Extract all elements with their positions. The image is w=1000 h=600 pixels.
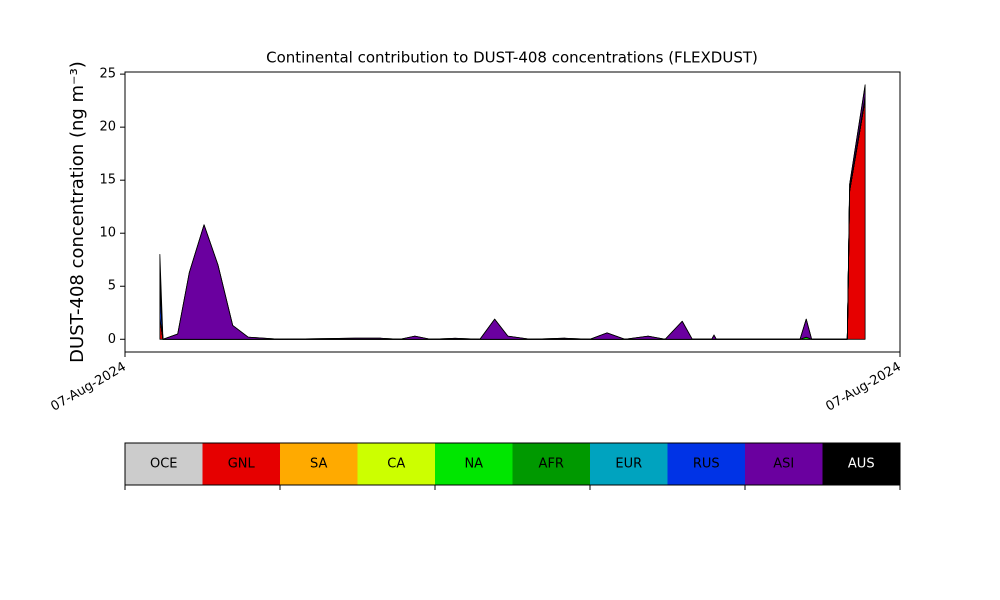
legend-swatch: [745, 443, 823, 485]
legend-swatch: [435, 443, 513, 485]
x-tick-label: 07-Aug-2024: [823, 360, 903, 415]
legend-swatch: [202, 443, 281, 485]
x-tick-label: 07-Aug-2024: [48, 360, 128, 415]
area-eur: [159, 99, 866, 340]
area-asi: [159, 85, 866, 340]
y-tick-label: 20: [99, 120, 116, 135]
legend-label: EUR: [615, 457, 642, 472]
legend-label: ASI: [773, 457, 794, 472]
chart-title: Continental contribution to DUST-408 con…: [266, 49, 758, 67]
y-axis-label: DUST-408 concentration (ng m⁻³): [67, 61, 88, 363]
area-na: [159, 99, 866, 340]
area-afr: [159, 99, 866, 340]
legend-frame: [124, 442, 901, 486]
y-tick-label: 10: [99, 226, 116, 241]
y-tick-label: 0: [108, 332, 116, 347]
y-tick-label: 25: [99, 67, 116, 82]
legend-swatch: [512, 443, 591, 485]
area-sa: [159, 99, 866, 340]
legend-swatch: [125, 443, 203, 485]
legend-swatch: [822, 443, 901, 485]
legend-label: OCE: [150, 457, 178, 472]
legend-swatch: [667, 443, 746, 485]
plot-area: [159, 84, 866, 340]
legend-label: GNL: [228, 457, 256, 472]
plot-frame: [124, 71, 901, 353]
area-ca: [159, 99, 866, 340]
legend-label: CA: [387, 457, 405, 472]
legend-swatch: [280, 443, 358, 485]
legend-swatch: [590, 443, 668, 485]
legend-swatch: [357, 443, 436, 485]
legend-label: RUS: [693, 457, 720, 472]
area-gnl: [159, 99, 866, 340]
legend-label: SA: [310, 457, 327, 472]
area-aus: [159, 84, 866, 340]
area-rus: [159, 95, 866, 340]
legend-label: AFR: [539, 457, 564, 472]
legend-label: NA: [464, 457, 483, 472]
legend-label: AUS: [848, 457, 875, 472]
y-tick-label: 5: [108, 279, 116, 294]
y-tick-label: 15: [99, 173, 116, 188]
